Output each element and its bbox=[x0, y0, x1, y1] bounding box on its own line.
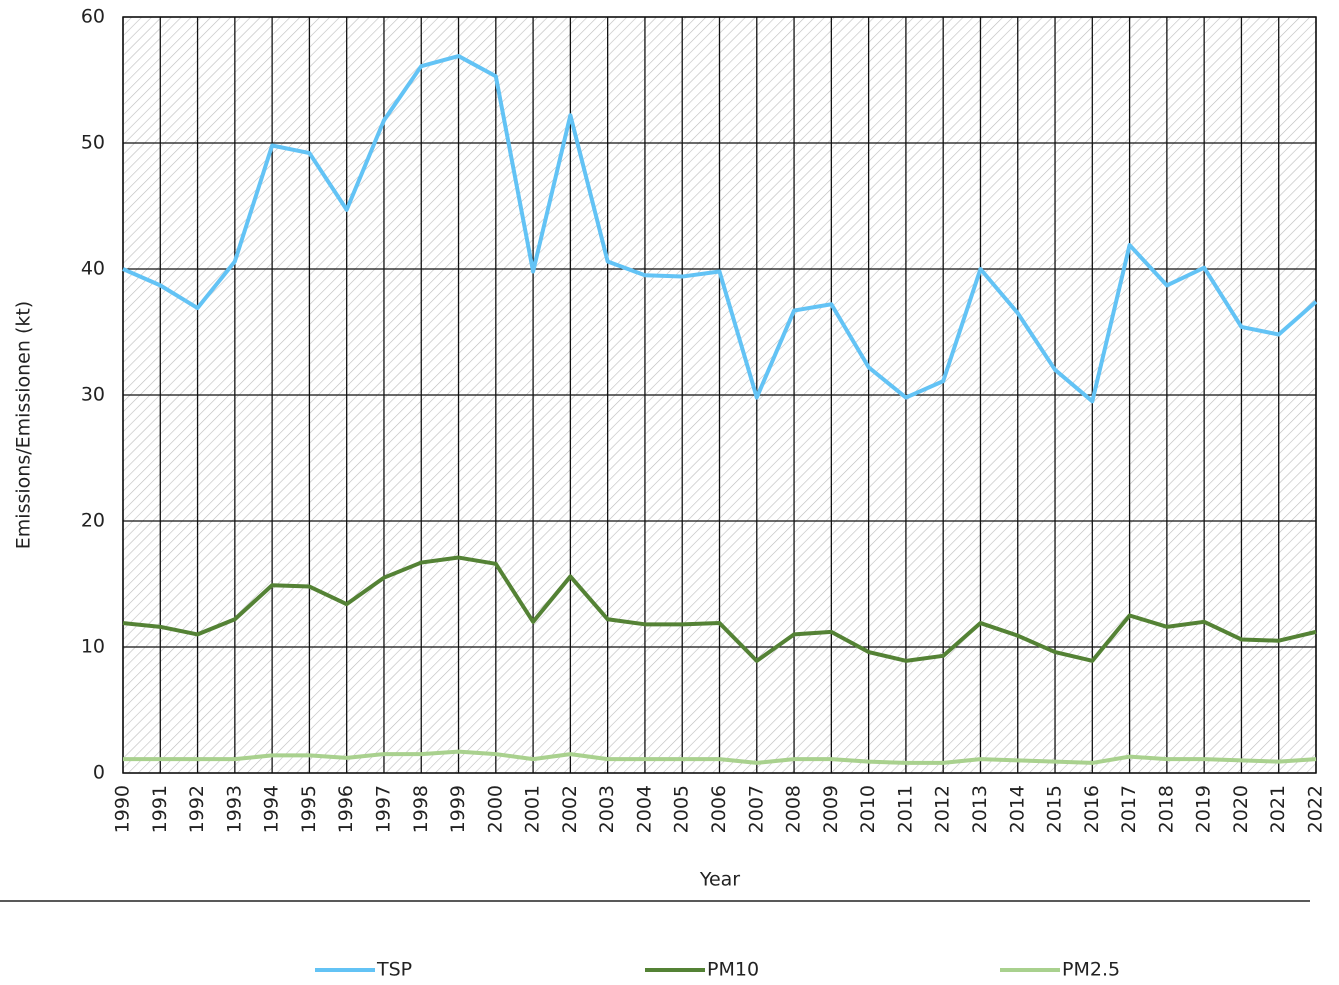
x-tick-label: 2011 bbox=[894, 785, 916, 833]
x-tick-label: 2002 bbox=[559, 785, 581, 833]
x-tick-label: 2022 bbox=[1305, 785, 1327, 833]
x-tick-label: 2016 bbox=[1081, 785, 1103, 833]
y-tick-label: 50 bbox=[81, 132, 105, 154]
series-line bbox=[122, 555, 1317, 663]
x-tick-label: 2005 bbox=[671, 785, 693, 833]
x-tick-label: 1997 bbox=[372, 785, 394, 833]
x-tick-label: 1996 bbox=[335, 785, 357, 833]
y-tick-label: 40 bbox=[81, 258, 105, 280]
x-tick-label: 1999 bbox=[447, 785, 469, 833]
x-tick-label: 2000 bbox=[484, 785, 506, 833]
x-tick-label: 1998 bbox=[410, 785, 432, 833]
x-tick-label: 2004 bbox=[633, 785, 655, 833]
y-tick-label: 20 bbox=[81, 510, 105, 532]
y-tick-label: 60 bbox=[81, 6, 105, 28]
x-tick-label: 1993 bbox=[223, 785, 245, 833]
y-tick-label: 10 bbox=[81, 636, 105, 658]
x-tick-label: 2013 bbox=[969, 785, 991, 833]
y-tick-label: 0 bbox=[93, 762, 105, 784]
series-line bbox=[122, 54, 1318, 404]
x-tick-label: 1995 bbox=[298, 785, 320, 833]
x-tick-label: 2001 bbox=[522, 785, 544, 833]
x-tick-label: 2019 bbox=[1193, 785, 1215, 833]
y-tick-label: 30 bbox=[81, 384, 105, 406]
x-tick-label: 2012 bbox=[932, 785, 954, 833]
legend-label: TSP bbox=[376, 959, 412, 981]
x-tick-label: 2020 bbox=[1230, 785, 1252, 833]
x-tick-label: 2003 bbox=[596, 785, 618, 833]
x-tick-label: 2009 bbox=[820, 785, 842, 833]
legend-label: PM2.5 bbox=[1062, 959, 1120, 981]
x-tick-label: 2008 bbox=[783, 785, 805, 833]
y-axis-label: Emissions/Emissionen (kt) bbox=[13, 301, 35, 549]
plot-border bbox=[122, 16, 1317, 774]
x-tick-label: 2018 bbox=[1155, 785, 1177, 833]
x-tick-label: 2010 bbox=[857, 785, 879, 833]
x-tick-label: 1994 bbox=[261, 785, 283, 833]
x-tick-label: 2007 bbox=[745, 785, 767, 833]
x-tick-label: 1992 bbox=[186, 785, 208, 833]
x-tick-label: 2014 bbox=[1006, 785, 1028, 833]
x-tick-label: 1990 bbox=[112, 785, 134, 833]
x-tick-label: 2015 bbox=[1044, 785, 1066, 833]
legend-label: PM10 bbox=[707, 959, 759, 981]
x-tick-label: 2017 bbox=[1118, 785, 1140, 833]
x-tick-label: 1991 bbox=[149, 785, 171, 833]
series-line bbox=[123, 749, 1317, 765]
x-tick-label: 2021 bbox=[1267, 785, 1289, 833]
x-tick-label: 2006 bbox=[708, 785, 730, 833]
x-axis-label: Year bbox=[699, 869, 740, 891]
